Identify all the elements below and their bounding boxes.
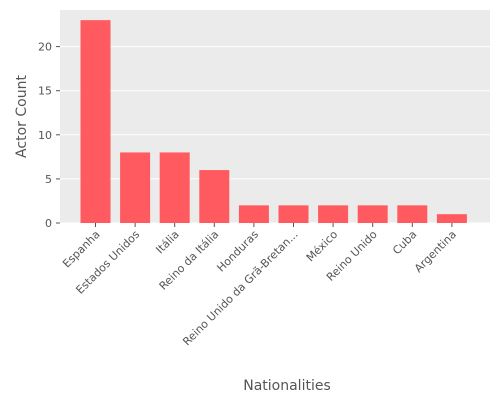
bar	[199, 170, 230, 223]
x-tick-label: Itália	[153, 228, 181, 256]
bar	[120, 152, 151, 223]
x-tick-label: México	[304, 228, 341, 265]
bar	[238, 205, 269, 223]
bar	[318, 205, 349, 223]
bar	[80, 20, 111, 224]
y-axis-ticks: 0 5 10 15 20	[38, 41, 60, 230]
y-tick-label: 15	[38, 85, 52, 98]
y-tick-label: 10	[38, 129, 52, 142]
x-tick-label: Cuba	[390, 228, 419, 257]
bar	[357, 205, 388, 223]
y-tick-label: 0	[45, 217, 52, 230]
bar	[397, 205, 428, 223]
y-axis-label: Actor Count	[14, 75, 30, 158]
y-tick-label: 20	[38, 41, 52, 54]
x-axis-label: Nationalities	[243, 378, 331, 394]
bar	[436, 214, 467, 223]
x-tick-label: Argentina	[412, 228, 459, 275]
bars	[80, 20, 467, 224]
bar	[278, 205, 309, 223]
bar	[159, 152, 190, 223]
y-tick-label: 5	[45, 173, 52, 186]
